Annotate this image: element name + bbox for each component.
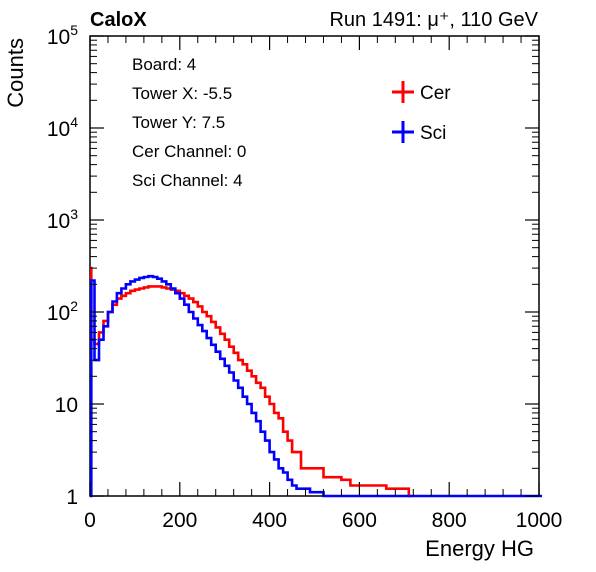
- y-tick-label: 105: [47, 22, 78, 49]
- info-cer-channel: Cer Channel: 0: [132, 142, 246, 161]
- y-tick-label: 102: [47, 298, 78, 325]
- info-board: Board: 4: [132, 55, 196, 74]
- plot-border: [89, 35, 540, 497]
- info-sci-channel: Sci Channel: 4: [132, 171, 243, 190]
- legend-cer-marker: [392, 81, 414, 103]
- x-axis-title: Energy HG: [425, 536, 534, 561]
- legend-cer-label: Cer: [420, 83, 451, 104]
- x-tick-label: 0: [84, 509, 96, 532]
- axis-tick-labels: 0 200 400 600 800 1000 1 10 102 103 104 105: [47, 22, 563, 532]
- y-tick-label: 104: [47, 114, 78, 141]
- axis-ticks: [89, 35, 540, 497]
- info-tower-y: Tower Y: 7.5: [132, 113, 225, 132]
- x-tick-label: 400: [252, 509, 287, 532]
- x-tick-label: 1000: [516, 509, 563, 532]
- y-tick-label: 1: [66, 486, 78, 509]
- x-tick-label: 800: [432, 509, 467, 532]
- plot-frame: [89, 35, 540, 497]
- legend-sci-label: Sci: [420, 123, 446, 144]
- info-tower-x: Tower X: -5.5: [132, 84, 232, 103]
- experiment-label: CaloX: [90, 9, 147, 31]
- y-axis-title: Counts: [3, 38, 28, 108]
- series-sci-line: [90, 274, 542, 498]
- legend: Cer Sci: [392, 81, 451, 144]
- y-tick-label: 10: [55, 394, 78, 417]
- series-group: [90, 266, 542, 498]
- y-tick-label: 103: [47, 206, 78, 233]
- legend-sci-marker: [392, 121, 414, 143]
- x-tick-label: 600: [342, 509, 377, 532]
- run-label: Run 1491: μ⁺, 110 GeV: [329, 9, 538, 31]
- series-cer-line: [90, 266, 412, 498]
- x-tick-label: 200: [162, 509, 197, 532]
- info-box: Board: 4 Tower X: -5.5 Tower Y: 7.5 Cer …: [132, 55, 246, 190]
